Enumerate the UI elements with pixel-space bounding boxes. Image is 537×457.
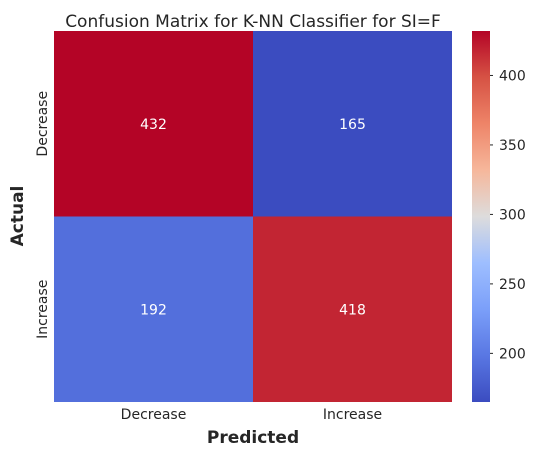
heatmap-cell bbox=[253, 216, 452, 402]
colorbar-tick-label: 300 bbox=[499, 207, 526, 223]
colorbar-tick-label: 350 bbox=[499, 138, 526, 154]
colorbar bbox=[472, 31, 490, 402]
colorbar-tick-label: 200 bbox=[499, 346, 526, 362]
x-axis-label: Predicted bbox=[207, 428, 299, 448]
colorbar-tick-label: 250 bbox=[499, 277, 526, 293]
x-tick-labels: Decrease Increase bbox=[121, 407, 382, 423]
chart-title: Confusion Matrix for K-NN Classifier for… bbox=[65, 12, 441, 32]
cell-value-label: 418 bbox=[339, 302, 366, 318]
heatmap-cells: 432 165 192 418 bbox=[54, 31, 452, 402]
heatmap-cell bbox=[54, 216, 253, 402]
y-axis-label: Actual bbox=[8, 186, 28, 247]
y-tick-label: Decrease bbox=[35, 91, 51, 157]
x-tick-label: Decrease bbox=[121, 407, 187, 423]
cell-value-label: 192 bbox=[140, 302, 167, 318]
colorbar-tick-label: 400 bbox=[499, 68, 526, 84]
heatmap-cell bbox=[54, 31, 253, 217]
cell-value-label: 432 bbox=[140, 117, 167, 133]
y-tick-labels: Decrease Increase bbox=[35, 91, 51, 339]
x-tick-label: Increase bbox=[323, 407, 382, 423]
heatmap-cell bbox=[253, 31, 452, 217]
cell-value-label: 165 bbox=[339, 117, 366, 133]
colorbar-ticks: 200 250 300 350 400 bbox=[490, 68, 526, 362]
y-tick-label: Increase bbox=[35, 280, 51, 339]
